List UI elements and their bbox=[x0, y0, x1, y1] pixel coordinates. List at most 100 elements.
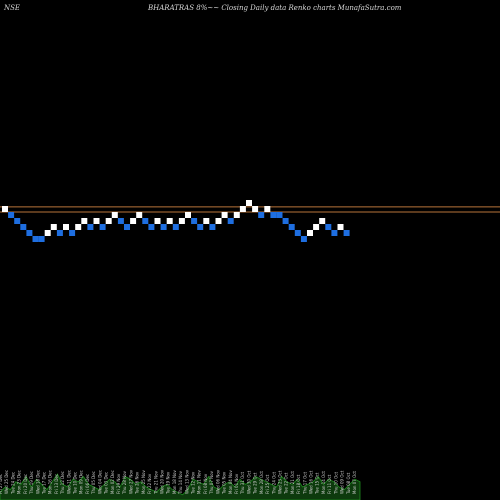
date-tick-label: Tue 15 Oct bbox=[315, 472, 320, 495]
date-tick-label: Fri 20 Dec bbox=[23, 474, 28, 494]
renko-brick bbox=[63, 224, 69, 230]
date-tick-label: Thu 31 Oct bbox=[240, 472, 245, 495]
date-tick-label: Tue 17 Dec bbox=[41, 472, 46, 495]
renko-brick bbox=[69, 230, 76, 236]
renko-brick bbox=[227, 218, 234, 224]
renko-brick bbox=[252, 206, 259, 212]
renko-brick bbox=[166, 218, 173, 224]
date-tick-label: Wed 25 Dec bbox=[4, 470, 9, 494]
renko-brick bbox=[337, 224, 344, 230]
renko-brick bbox=[93, 218, 100, 224]
renko-brick bbox=[178, 218, 185, 224]
date-tick-label: Wed 11 Dec bbox=[66, 470, 71, 494]
renko-brick bbox=[136, 212, 143, 218]
date-tick-label: Mon 18 Nov bbox=[172, 469, 177, 494]
renko-brick bbox=[343, 230, 350, 236]
date-tick-label: Mon 21 Oct bbox=[290, 471, 295, 494]
renko-brick bbox=[319, 218, 326, 224]
date-tick-label: Fri 29 Nov bbox=[116, 473, 121, 494]
renko-brick bbox=[258, 212, 265, 218]
date-tick-label: Wed 30 Oct bbox=[246, 470, 251, 494]
renko-brick bbox=[154, 218, 161, 224]
renko-brick bbox=[81, 218, 88, 224]
date-tick-label: Mon 09 Dec bbox=[79, 470, 84, 494]
date-tick-label: Mon 25 Nov bbox=[141, 469, 146, 494]
date-tick-label: Fri 13 Dec bbox=[54, 474, 59, 494]
date-tick-label: Thu 28 Nov bbox=[122, 470, 127, 495]
date-tick-label: Mon 11 Nov bbox=[197, 469, 202, 494]
renko-brick bbox=[56, 230, 63, 236]
exchange-label: NSE bbox=[4, 4, 21, 12]
date-tick-label: Tue 24 Dec bbox=[10, 472, 15, 495]
renko-brick bbox=[111, 212, 118, 218]
date-tick-label: Wed 04 Dec bbox=[97, 470, 102, 494]
date-tick-label: Tue 05 Nov bbox=[222, 471, 227, 495]
date-tick-label: Fri 25 Oct bbox=[265, 474, 270, 494]
renko-brick bbox=[203, 218, 210, 224]
renko-brick bbox=[124, 224, 130, 230]
date-tick-label: Tue 10 Dec bbox=[73, 472, 78, 495]
date-tick-label: Tue 12 Nov bbox=[191, 471, 196, 495]
volume-series bbox=[0, 473, 361, 500]
date-tick-label: Mon 02 Dec bbox=[110, 470, 115, 494]
date-tick-label: Fri 08 Nov bbox=[203, 473, 208, 494]
date-tick-label: Mon 04 Nov bbox=[228, 469, 233, 494]
renko-brick bbox=[20, 224, 27, 230]
renko-brick bbox=[2, 206, 8, 212]
date-tick-label: Fri 18 Oct bbox=[296, 474, 301, 494]
renko-brick bbox=[38, 236, 45, 242]
chart-title: BHARATRAS 8%~~ Closing Daily data Renko … bbox=[148, 4, 402, 12]
date-tick-label: Thu 10 Oct bbox=[333, 472, 338, 495]
date-tick-label: Fri 27 Dec bbox=[0, 474, 3, 494]
date-tick-label: Mon 07 Oct bbox=[352, 471, 357, 494]
renko-brick bbox=[239, 206, 246, 212]
date-tick-label: Thu 24 Oct bbox=[271, 472, 276, 495]
renko-brick bbox=[215, 218, 222, 224]
date-tick-label: Tue 08 Oct bbox=[346, 472, 351, 495]
renko-brick bbox=[221, 212, 228, 218]
renko-brick bbox=[331, 230, 338, 236]
renko-brick bbox=[99, 224, 106, 230]
date-tick-label: Wed 27 Nov bbox=[128, 469, 133, 494]
reference-lines bbox=[0, 206, 500, 213]
volume-area bbox=[0, 473, 361, 500]
date-tick-label: Tue 22 Oct bbox=[284, 472, 289, 495]
renko-brick bbox=[264, 206, 271, 212]
date-tick-label: Tue 26 Nov bbox=[135, 471, 140, 495]
renko-brick bbox=[105, 218, 112, 224]
renko-brick bbox=[148, 224, 155, 230]
date-tick-label: Fri 06 Dec bbox=[85, 474, 90, 494]
date-tick-label: Fri 22 Nov bbox=[147, 473, 152, 494]
renko-brick bbox=[307, 230, 313, 236]
date-tick-label: Thu 14 Nov bbox=[178, 470, 183, 495]
renko-brick bbox=[185, 212, 191, 218]
date-tick-label: Thu 12 Dec bbox=[60, 471, 65, 495]
date-tick-label: Thu 21 Nov bbox=[153, 470, 158, 495]
date-tick-label: Thu 05 Dec bbox=[91, 471, 96, 495]
renko-brick bbox=[117, 218, 124, 224]
renko-brick bbox=[50, 224, 57, 230]
date-tick-label: Wed 23 Oct bbox=[277, 470, 282, 494]
date-tick-label: Fri 01 Nov bbox=[234, 473, 239, 494]
date-tick-label: Mon 23 Dec bbox=[17, 470, 22, 494]
renko-brick bbox=[270, 212, 277, 218]
date-tick-label: Wed 18 Dec bbox=[35, 470, 40, 494]
renko-brick bbox=[197, 224, 204, 230]
renko-brick bbox=[160, 224, 167, 230]
date-tick-label: Wed 09 Oct bbox=[340, 470, 345, 494]
date-tick-label: Thu 07 Nov bbox=[209, 470, 214, 495]
date-tick-label: Tue 19 Nov bbox=[166, 471, 171, 495]
renko-brick bbox=[130, 218, 137, 224]
date-tick-label: Mon 28 Oct bbox=[259, 471, 264, 494]
date-tick-label: Wed 20 Nov bbox=[159, 469, 164, 494]
renko-brick bbox=[75, 224, 82, 230]
renko-brick bbox=[14, 218, 21, 224]
renko-brick bbox=[233, 212, 240, 218]
date-tick-label: Mon 16 Dec bbox=[48, 470, 53, 494]
renko-brick bbox=[282, 218, 289, 224]
renko-brick bbox=[313, 224, 320, 230]
date-tick-label: Tue 29 Oct bbox=[253, 472, 258, 495]
renko-bricks bbox=[2, 200, 350, 242]
